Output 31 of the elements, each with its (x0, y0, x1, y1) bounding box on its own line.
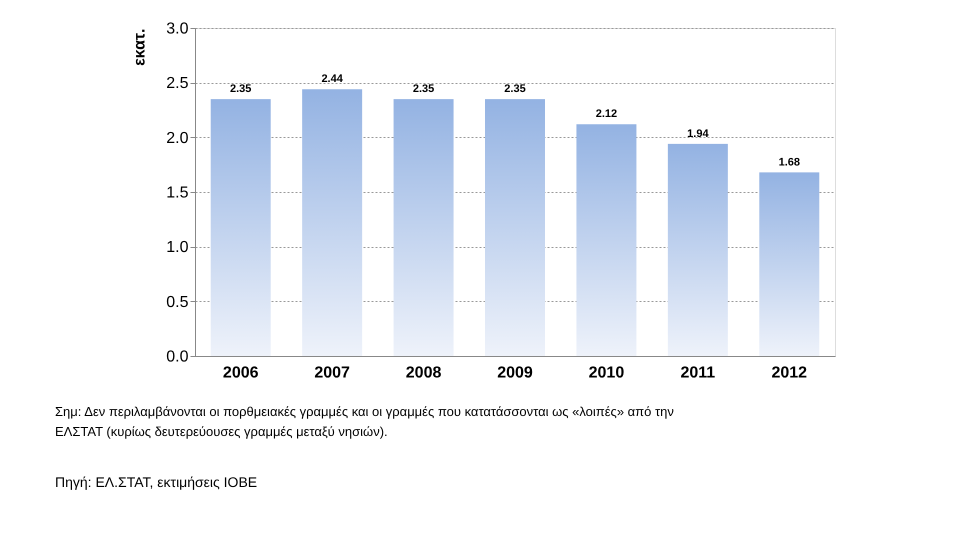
bar (485, 99, 545, 356)
x-tick-label: 2008 (406, 364, 442, 382)
x-tick-label: 2011 (680, 364, 716, 382)
data-label: 2.35 (504, 83, 526, 96)
bar (210, 99, 271, 356)
y-tick-label: 3.0 (166, 20, 189, 38)
data-label: 2.35 (230, 83, 252, 96)
bar (302, 89, 362, 356)
y-tick-label: 2.5 (166, 75, 189, 92)
data-label: 1.94 (687, 128, 710, 140)
text: Πηγή: ΕΛ.ΣΤΑΤ, εκτιμήσεις ΙΟΒΕ (55, 474, 258, 490)
x-tick-label: 2006 (222, 364, 259, 382)
y-tick-label: 1.0 (166, 239, 189, 256)
data-label: 2.35 (412, 83, 434, 96)
data-label: 2.44 (321, 73, 344, 86)
bar (576, 124, 636, 356)
x-tick-label: 2007 (314, 364, 350, 382)
bar (394, 99, 454, 356)
bar (759, 172, 820, 356)
y-tick-label: 0.0 (166, 348, 189, 366)
y-axis-title: εκατ. (132, 28, 148, 66)
x-tick-label: 2010 (588, 364, 624, 382)
data-label: 1.68 (778, 156, 800, 168)
x-tick-label: 2012 (771, 364, 808, 382)
data-label: 2.12 (596, 108, 618, 120)
text: Σημ: Δεν περιλαμβάνονται οι πορθμειακές γραμμές και οι γραμμές που κατατάσσονται ως «λοιπές» από την ΕΛΣΤΑΤ (κυρίως δευτερεύουσες γραμμές μεταξύ νησιών). (55, 404, 674, 439)
y-tick-label: 1.5 (166, 184, 189, 202)
x-tick-label: 2009 (497, 364, 533, 382)
bar (668, 144, 728, 356)
y-tick-label: 0.5 (166, 294, 189, 311)
y-tick-label: 2.0 (166, 130, 189, 147)
